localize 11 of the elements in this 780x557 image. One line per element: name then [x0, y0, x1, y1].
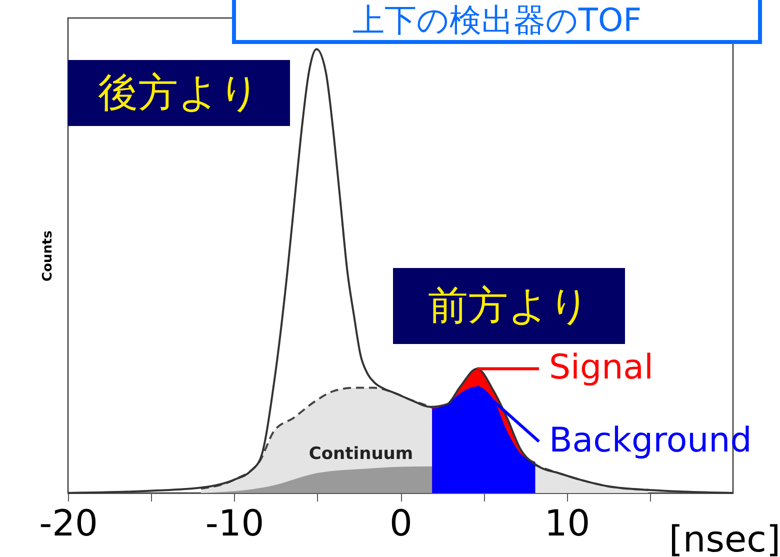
annotation: 後方より: [68, 60, 290, 126]
x-tick-label: -20: [39, 504, 98, 544]
x-tick-label: 0: [390, 504, 412, 544]
x-tick-label: 10: [544, 504, 590, 544]
x-axis-title: [nsec]: [668, 520, 780, 557]
x-tick-label: -10: [205, 504, 264, 544]
y-axis-title: Counts: [40, 230, 56, 282]
annotation: Continuum: [308, 443, 414, 466]
chart-title: 上下の検出器のTOF: [232, 0, 762, 44]
legend-label: Signal: [548, 348, 654, 388]
annotation: 前方より: [393, 268, 625, 344]
